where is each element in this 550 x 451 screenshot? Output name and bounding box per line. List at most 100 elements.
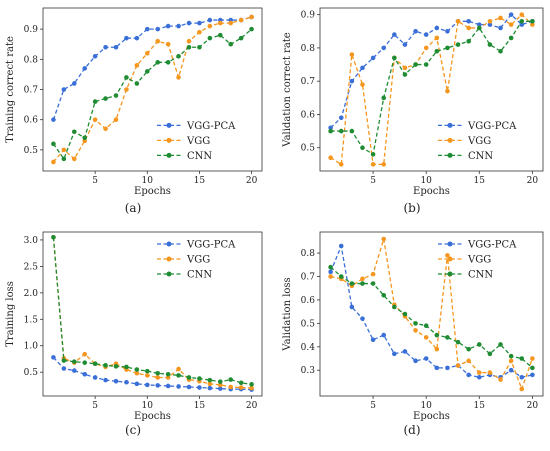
data-point-vgg xyxy=(381,162,387,167)
data-point-cnn xyxy=(508,353,514,359)
legend-marker xyxy=(447,256,453,262)
x-tick-label: 20 xyxy=(527,176,539,186)
data-point-cnn xyxy=(402,311,408,317)
data-point-cnn xyxy=(370,281,376,286)
legend-marker xyxy=(166,152,172,158)
data-point-vgg xyxy=(476,370,482,375)
data-point-cnn xyxy=(103,363,108,368)
y-tick-label: 0.9 xyxy=(24,25,39,35)
y-tick-label: 0.7 xyxy=(301,273,316,283)
data-point-cnn xyxy=(82,135,88,141)
data-point-cnn xyxy=(445,45,450,51)
data-point-vgg-pca xyxy=(487,22,493,27)
data-point-vgg-pca xyxy=(134,35,140,41)
data-point-vgg xyxy=(381,236,387,242)
data-point-cnn xyxy=(434,48,440,54)
data-point-vgg-pca xyxy=(134,381,140,387)
data-point-vgg xyxy=(82,351,88,357)
data-point-vgg-pca xyxy=(207,17,213,23)
data-point-vgg-pca xyxy=(61,366,67,371)
data-point-vgg-pca xyxy=(519,374,525,380)
data-point-cnn xyxy=(165,372,171,377)
data-point-vgg xyxy=(51,159,56,165)
data-point-cnn xyxy=(249,382,254,387)
data-point-vgg xyxy=(360,276,365,282)
data-point-vgg xyxy=(423,45,429,51)
y-tick-label: 1.0 xyxy=(24,342,39,352)
data-point-cnn xyxy=(144,368,150,374)
data-point-cnn xyxy=(207,35,213,41)
data-point-vgg xyxy=(519,386,525,392)
chart-panel-4: 5 10 15 20 0.3 0.4 0.5 0.6 0.7 0.8 Epochs Validatio… xyxy=(282,231,544,437)
plot-frame xyxy=(42,7,263,172)
x-tick-label: 5 xyxy=(370,176,376,186)
legend-marker xyxy=(166,271,172,277)
plot-frame xyxy=(42,231,263,397)
y-tick-label: 0.5 xyxy=(24,146,39,156)
y-tick-label: 2.0 xyxy=(24,289,39,299)
data-point-cnn xyxy=(530,19,535,24)
data-point-vgg xyxy=(176,366,181,372)
data-point-cnn xyxy=(176,373,181,378)
data-point-cnn xyxy=(124,364,129,370)
data-point-vgg-pca xyxy=(423,356,429,361)
data-point-vgg-pca xyxy=(103,377,108,383)
x-tick-label: 15 xyxy=(194,176,206,186)
data-point-vgg xyxy=(530,356,535,361)
data-point-vgg-pca xyxy=(328,125,333,131)
data-point-vgg-pca xyxy=(402,349,408,354)
data-point-vgg-pca xyxy=(498,25,503,31)
legend-entry-vgg-pca: VGG-PCA xyxy=(186,121,236,132)
y-tick-label: 0.8 xyxy=(301,249,316,259)
x-tick-label: 20 xyxy=(246,176,258,186)
data-point-vgg xyxy=(144,373,150,378)
data-point-vgg-pca xyxy=(476,374,482,380)
y-tick-label: 0.5 xyxy=(24,368,39,378)
data-point-cnn xyxy=(217,32,223,38)
data-point-vgg xyxy=(249,385,254,391)
data-point-vgg-pca xyxy=(155,26,161,32)
data-point-vgg-pca xyxy=(144,26,150,32)
y-tick-label: 0.6 xyxy=(301,110,316,120)
data-point-vgg xyxy=(498,15,503,21)
x-tick-label: 15 xyxy=(474,176,486,186)
data-point-cnn xyxy=(155,60,161,65)
data-point-vgg-pca xyxy=(466,19,471,24)
data-point-vgg xyxy=(466,25,471,31)
data-point-cnn xyxy=(186,375,192,380)
panel-label: (b) xyxy=(403,201,420,215)
data-point-vgg xyxy=(238,17,244,23)
x-tick-label: 20 xyxy=(527,401,539,411)
data-point-cnn xyxy=(338,128,344,134)
series-line-cnn xyxy=(52,28,252,161)
data-point-vgg xyxy=(176,75,181,80)
panel-label: (a) xyxy=(125,201,142,215)
data-point-cnn xyxy=(82,360,88,365)
data-point-vgg-pca xyxy=(61,87,67,92)
y-axis-label: Validation loss xyxy=(282,277,293,351)
data-point-vgg-pca xyxy=(82,372,88,377)
data-point-vgg-pca xyxy=(113,44,119,50)
data-point-vgg xyxy=(155,38,161,44)
data-point-vgg-pca xyxy=(381,45,387,51)
legend-marker xyxy=(166,256,172,262)
data-point-vgg-pca xyxy=(466,372,471,378)
data-point-vgg-pca xyxy=(360,65,365,71)
data-point-cnn xyxy=(51,234,56,240)
data-point-cnn xyxy=(381,95,387,101)
x-tick-label: 5 xyxy=(370,401,376,411)
data-point-cnn xyxy=(498,342,503,347)
data-point-vgg xyxy=(228,384,234,390)
x-tick-label: 10 xyxy=(142,176,154,186)
legend-marker xyxy=(447,122,453,128)
y-tick-label: 0.7 xyxy=(301,77,316,87)
data-point-cnn xyxy=(113,93,119,98)
data-point-vgg xyxy=(228,20,234,26)
data-point-cnn xyxy=(423,323,429,329)
x-tick-label: 10 xyxy=(420,176,432,186)
y-tick-label: 0.8 xyxy=(301,44,316,54)
data-point-cnn xyxy=(402,72,408,77)
data-point-vgg xyxy=(113,117,119,122)
data-point-cnn xyxy=(445,335,450,340)
